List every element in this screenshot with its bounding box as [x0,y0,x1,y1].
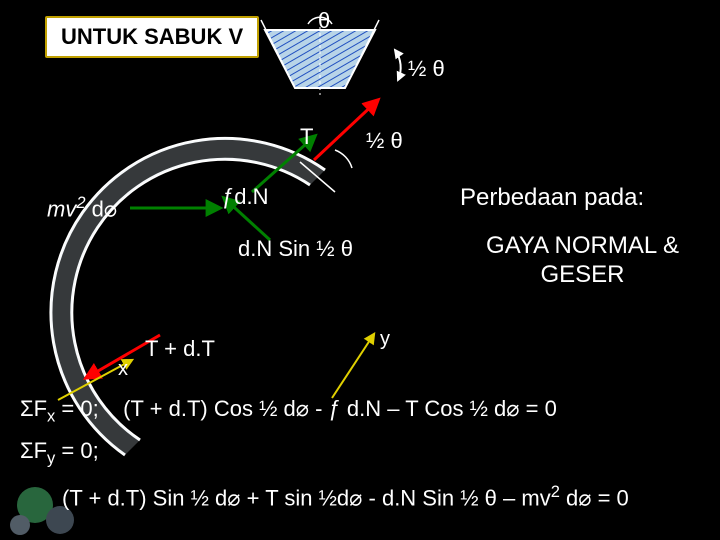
label-dN-sin: d.N Sin ½ θ [238,236,353,262]
eq-sfx: ΣFx = 0; (T + d.T) Cos ½ d⌀ - ƒ d.N – T … [20,396,557,426]
title-text: UNTUK SABUK V [61,24,243,49]
label-theta: θ [318,8,330,34]
vbelt-cross-section [261,15,401,95]
eq-sfx-rhs: (T + d.T) Cos ½ d⌀ - ƒ d.N – T Cos ½ d⌀ … [123,396,557,421]
eq-sfy-lhs: ΣFy = 0; [20,438,99,468]
title-box: UNTUK SABUK V [45,16,259,58]
label-x: x [118,358,128,381]
label-gaya: GAYA NORMAL & GESER [455,232,710,290]
eq-sfy-rhs: (T + d.T) Sin ½ d⌀ + T sin ½d⌀ - d.N Sin… [62,483,629,511]
label-mv2dphi: mv2 d⌀ [47,194,117,222]
label-half-theta-top: ½ θ [408,56,445,82]
label-half-theta-mid: ½ θ [366,128,403,154]
label-T: T [300,124,313,150]
label-TdT: T + d.T [145,336,215,362]
label-perbedaan: Perbedaan pada: [460,184,644,212]
label-y: y [380,328,390,351]
label-fdN: ƒd.N [222,184,268,210]
